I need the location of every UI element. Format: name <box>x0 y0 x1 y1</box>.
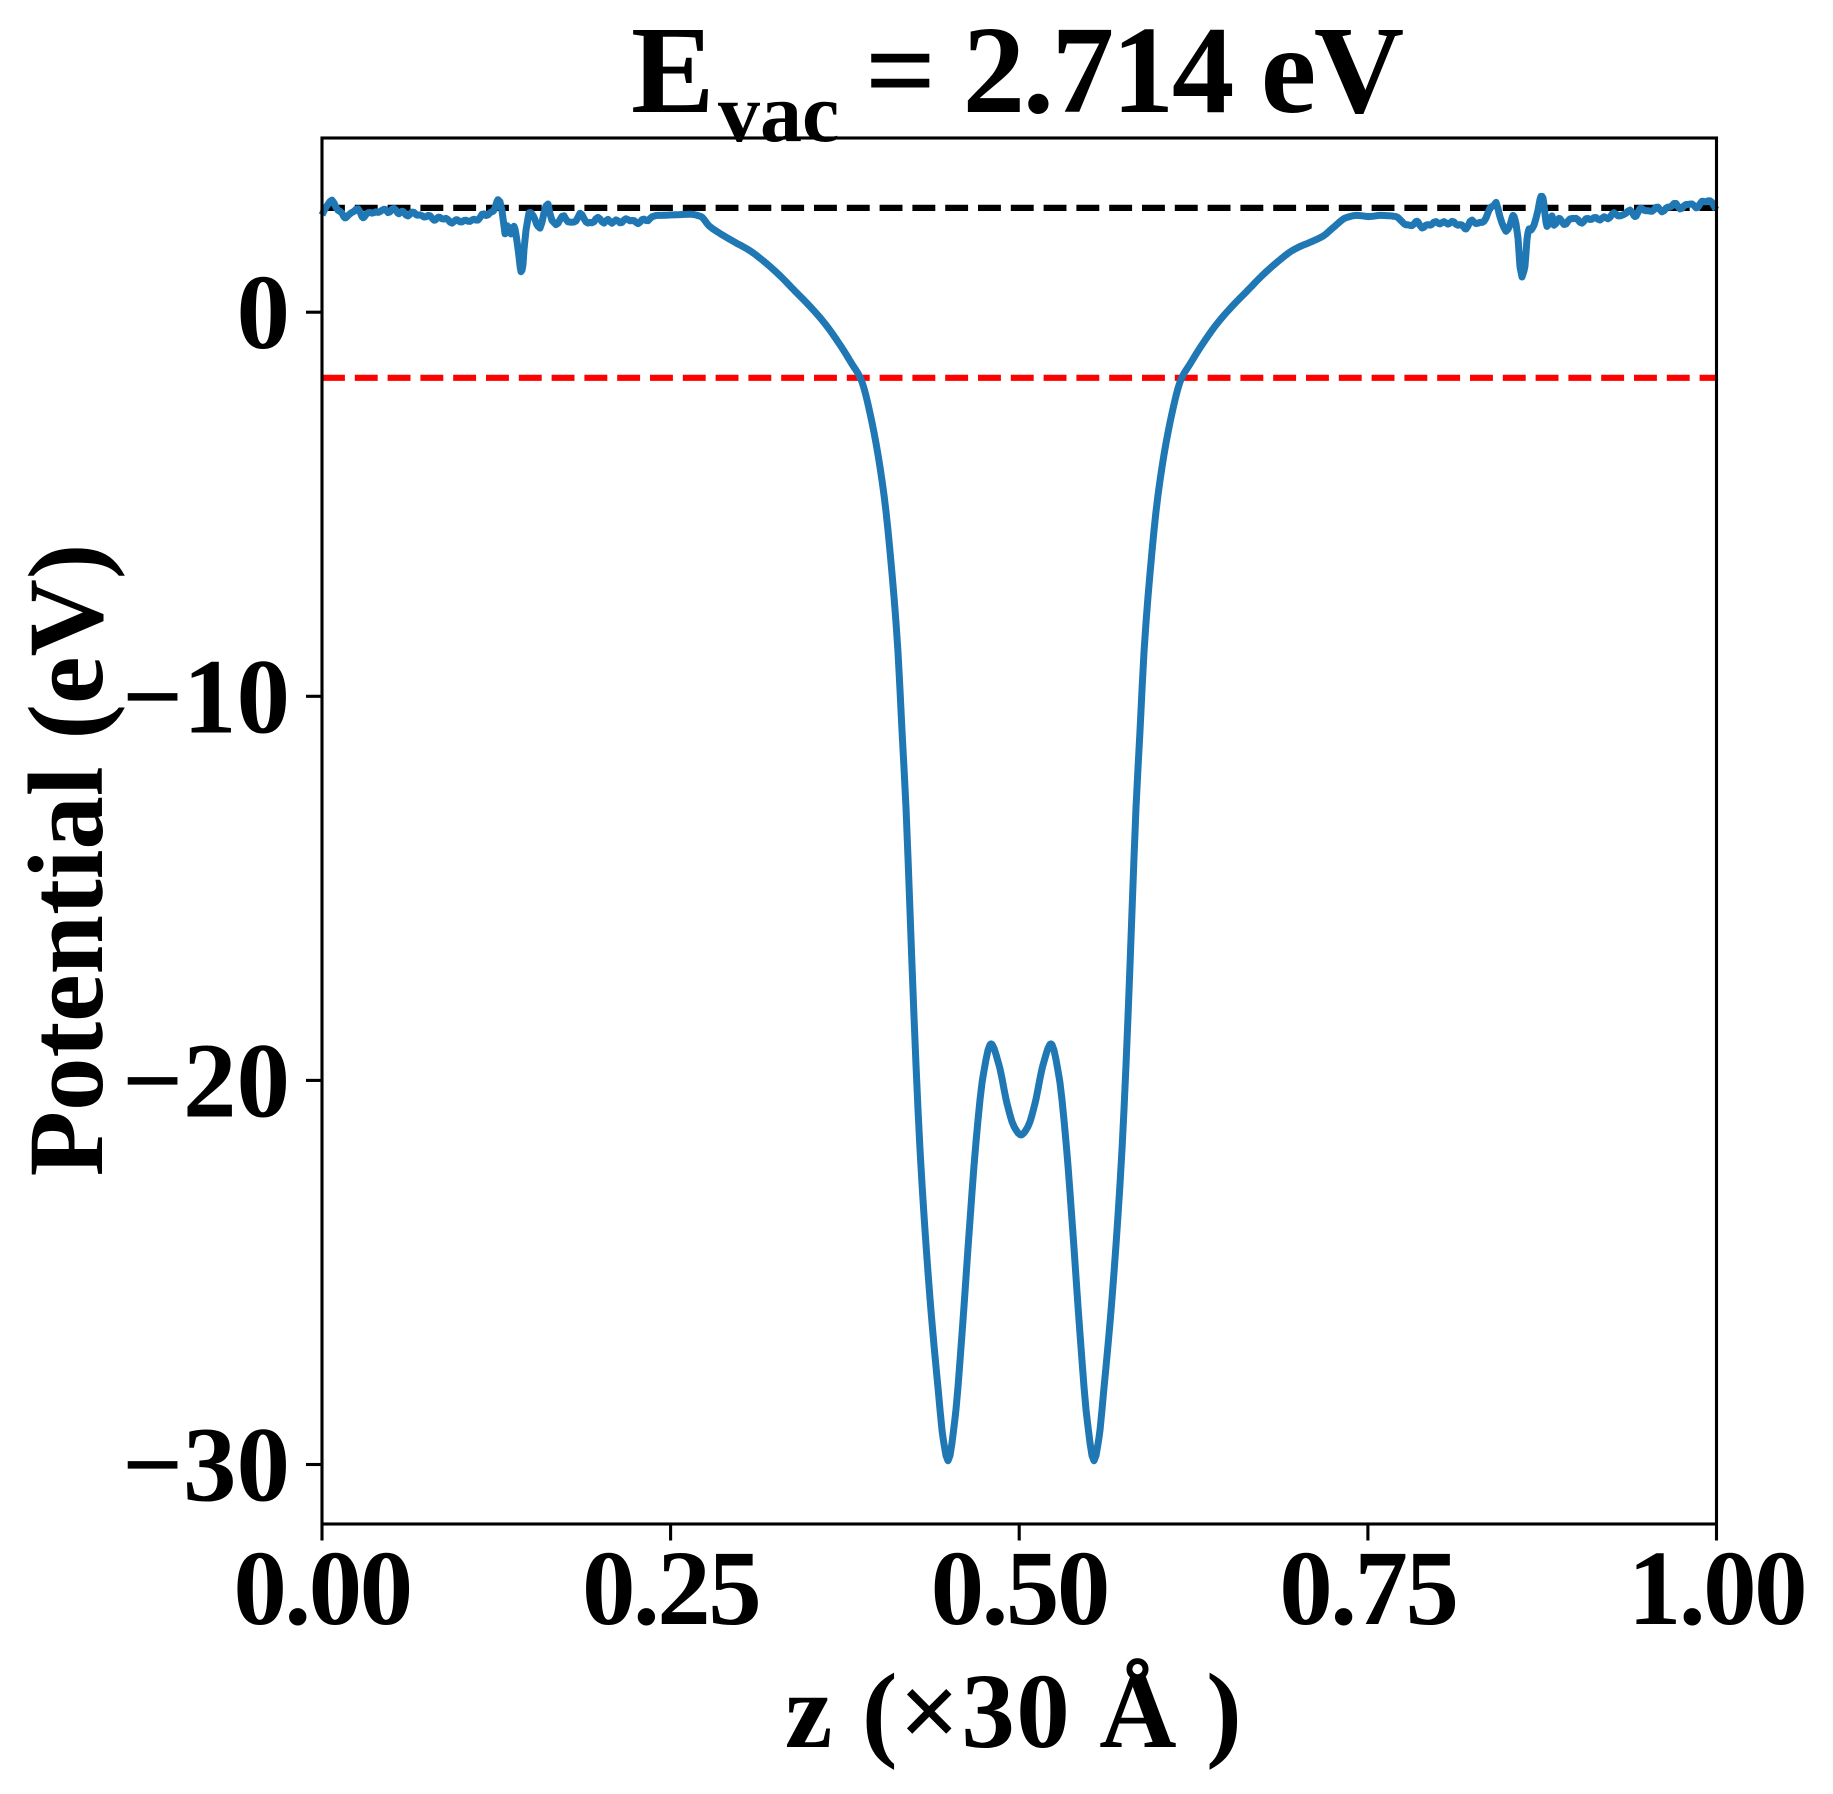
svg-text:vac: vac <box>718 67 839 160</box>
svg-text:Potential (eV): Potential (eV) <box>8 544 126 1177</box>
svg-text:−10: −10 <box>122 638 290 756</box>
svg-text:−20: −20 <box>122 1022 290 1140</box>
svg-text:z (×30 Å ): z (×30 Å ) <box>785 1653 1243 1771</box>
svg-text:1.00: 1.00 <box>1628 1530 1805 1648</box>
svg-text:0.00: 0.00 <box>233 1530 410 1648</box>
svg-text:0: 0 <box>237 254 291 372</box>
svg-text:= 2.714 eV: = 2.714 eV <box>865 2 1403 140</box>
svg-text:0.25: 0.25 <box>582 1530 759 1648</box>
svg-text:E: E <box>631 2 714 140</box>
svg-text:0.50: 0.50 <box>931 1530 1108 1648</box>
svg-text:0.75: 0.75 <box>1279 1530 1456 1648</box>
svg-text:−30: −30 <box>122 1407 290 1525</box>
